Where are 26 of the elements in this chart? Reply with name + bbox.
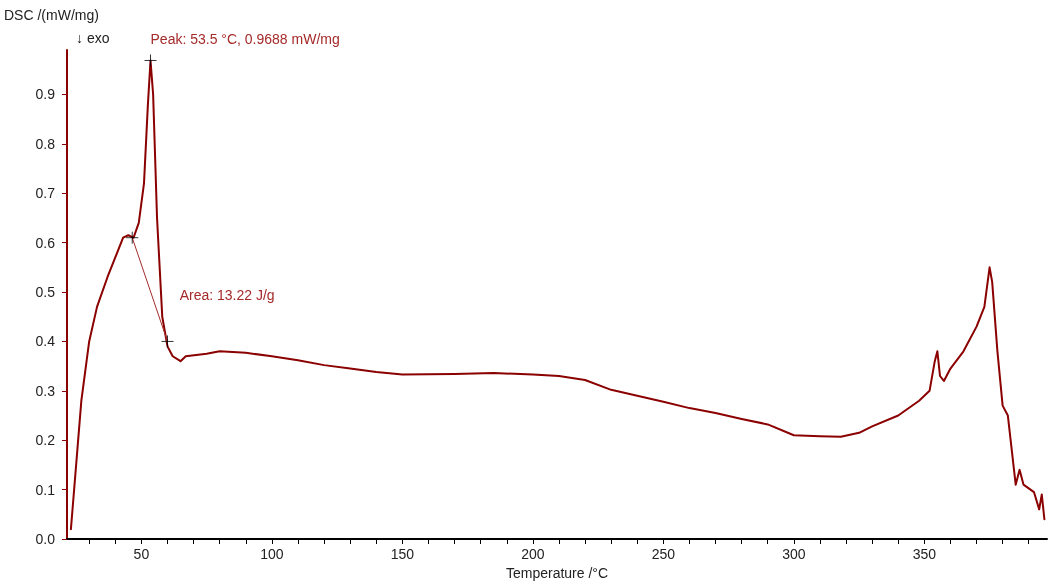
- y-tick-label: 0.5: [35, 284, 56, 301]
- y-tick-label: 0.7: [35, 185, 56, 202]
- line-series: [69, 59, 1046, 531]
- y-tick-label: 0.3: [35, 382, 56, 399]
- y-tick-label: 0.8: [35, 135, 56, 152]
- x-tick-label: 50: [133, 546, 150, 562]
- point: [160, 334, 174, 348]
- annotation: Peak: 53.5 °C, 0.9688 mW/mg: [150, 31, 340, 48]
- y-tick-label: 0.1: [35, 481, 56, 498]
- x-tick-label: 150: [390, 546, 415, 562]
- text: ↓ exo: [76, 30, 110, 46]
- x-tick-label: 250: [651, 546, 676, 562]
- x-tick-label: 350: [912, 546, 937, 562]
- y-tick-label: 0.9: [35, 86, 56, 103]
- point: [125, 231, 139, 245]
- annotation: Area: 13.22 J/g: [179, 287, 275, 304]
- y-tick-label: 0.2: [35, 432, 56, 449]
- y-tick-label: 0.4: [35, 333, 56, 350]
- x-tick-label: 100: [260, 546, 284, 562]
- x-tick-label: 300: [782, 546, 806, 562]
- y-tick-label: 0.6: [35, 234, 56, 251]
- y-axis-title: DSC /(mW/mg): [4, 7, 99, 23]
- y-tick-label: 0.0: [35, 531, 56, 547]
- point: [144, 53, 158, 67]
- x-axis-title: Temperature /°C: [505, 565, 609, 581]
- x-tick-label: 200: [521, 546, 545, 562]
